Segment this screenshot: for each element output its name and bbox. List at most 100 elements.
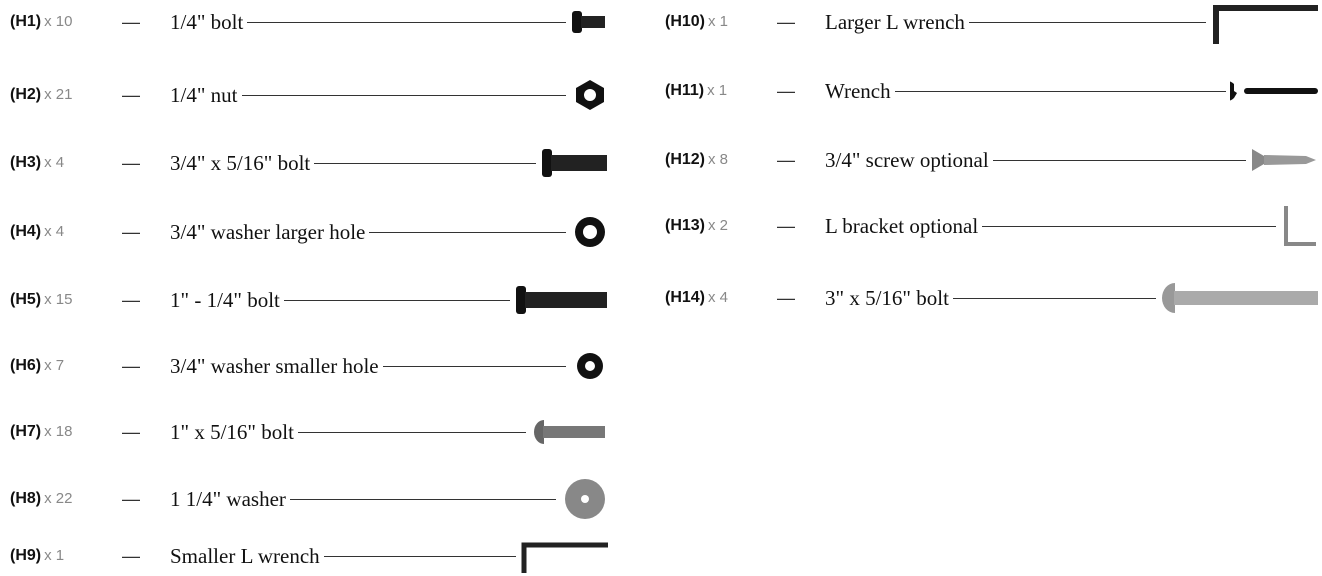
- separator: —: [777, 287, 795, 308]
- separator: —: [122, 152, 140, 173]
- part-desc: 1/4" nut: [170, 82, 238, 107]
- part-qty: x 22: [44, 490, 73, 507]
- separator: —: [777, 11, 795, 32]
- part-row: (H5) x 15—1" - 1/4" bolt: [10, 280, 610, 320]
- part-qty: x 10: [44, 13, 73, 30]
- bolt-icon: [534, 420, 605, 444]
- leader-line: [992, 159, 1246, 161]
- bolt-icon: [542, 149, 607, 177]
- leader-line: [369, 231, 566, 233]
- separator: —: [122, 545, 140, 566]
- part-label: (H14) x 4: [665, 289, 777, 307]
- part-label: (H4) x 4: [10, 223, 122, 241]
- part-label: (H10) x 1: [665, 13, 777, 31]
- part-label: (H6) x 7: [10, 357, 122, 375]
- part-id: (H3): [10, 154, 42, 171]
- part-id: (H13): [665, 217, 706, 234]
- leader-line: [247, 21, 566, 23]
- part-row: (H10) x 1— Larger L wrench: [665, 2, 1320, 44]
- part-qty: x 4: [708, 289, 729, 306]
- bolt-icon: [1162, 283, 1318, 313]
- part-desc: 3/4" screw optional: [825, 147, 989, 172]
- part-row: (H2) x 21—1/4" nut: [10, 75, 610, 115]
- part-desc: Larger L wrench: [825, 9, 965, 34]
- leader-line: [323, 555, 516, 557]
- part-qty: x 2: [708, 217, 729, 234]
- separator: —: [777, 149, 795, 170]
- part-label: (H11) x 1: [665, 82, 777, 100]
- separator: —: [122, 488, 140, 509]
- washer-icon: [577, 353, 603, 379]
- part-desc: 1/4" bolt: [170, 9, 244, 34]
- bolt-icon: [516, 286, 607, 314]
- leader-line: [894, 90, 1226, 92]
- part-label: (H2) x 21: [10, 86, 122, 104]
- part-desc: 3/4" washer larger hole: [170, 219, 366, 244]
- l-wrench-icon: [1213, 5, 1318, 44]
- part-label: (H3) x 4: [10, 154, 122, 172]
- part-label: (H7) x 18: [10, 423, 122, 441]
- part-row: (H3) x 4—3/4" x 5/16" bolt: [10, 143, 610, 183]
- part-qty: x 18: [44, 423, 73, 440]
- part-id: (H14): [665, 289, 706, 306]
- part-row: (H12) x 8—3/4" screw optional: [665, 140, 1320, 180]
- part-qty: x 4: [44, 154, 65, 171]
- separator: —: [122, 84, 140, 105]
- part-desc: Smaller L wrench: [170, 543, 320, 568]
- separator: —: [777, 215, 795, 236]
- washer-icon: [565, 479, 605, 519]
- part-label: (H1) x 10: [10, 13, 122, 31]
- leader-line: [314, 162, 536, 164]
- part-row: (H8) x 22—1 1/4" washer: [10, 479, 610, 519]
- leader-line: [283, 299, 510, 301]
- part-label: (H8) x 22: [10, 490, 122, 508]
- l-wrench-icon: [521, 542, 608, 573]
- part-desc: 3/4" washer smaller hole: [170, 353, 379, 378]
- part-qty: x 1: [44, 547, 65, 564]
- part-label: (H13) x 2: [665, 217, 777, 235]
- separator: —: [122, 11, 140, 32]
- leader-line: [982, 225, 1276, 227]
- part-id: (H4): [10, 223, 42, 240]
- part-label: (H12) x 8: [665, 151, 777, 169]
- part-qty: x 7: [44, 357, 65, 374]
- part-qty: x 8: [708, 151, 729, 168]
- washer-icon: [575, 217, 605, 247]
- separator: —: [122, 421, 140, 442]
- separator: —: [122, 221, 140, 242]
- separator: —: [122, 289, 140, 310]
- part-id: (H6): [10, 357, 42, 374]
- part-label: (H5) x 15: [10, 291, 122, 309]
- screw-icon: [1252, 149, 1316, 171]
- part-id: (H12): [665, 151, 706, 168]
- nut-icon: [576, 80, 604, 110]
- part-desc: 1 1/4" washer: [170, 486, 286, 511]
- leader-line: [289, 498, 556, 500]
- leader-line: [952, 297, 1156, 299]
- part-qty: x 4: [44, 223, 65, 240]
- part-desc: 3" x 5/16" bolt: [825, 285, 949, 310]
- part-id: (H8): [10, 490, 42, 507]
- part-row: (H13) x 2— L bracket optional: [665, 206, 1320, 246]
- part-id: (H1): [10, 13, 42, 30]
- part-qty: x 1: [708, 13, 729, 30]
- part-row: (H14) x 4—3" x 5/16" bolt: [665, 278, 1320, 318]
- part-desc: Wrench: [825, 78, 891, 103]
- part-row: (H11) x 1— Wrench: [665, 71, 1320, 111]
- separator: —: [777, 80, 795, 101]
- bracket-icon: [1284, 206, 1316, 246]
- part-desc: 1" x 5/16" bolt: [170, 419, 294, 444]
- part-desc: 3/4" x 5/16" bolt: [170, 150, 311, 175]
- part-id: (H2): [10, 86, 42, 103]
- part-qty: x 15: [44, 291, 73, 308]
- leader-line: [382, 365, 566, 367]
- part-row: (H7) x 18— 1" x 5/16" bolt: [10, 412, 610, 452]
- part-row: (H6) x 7—3/4" washer smaller hole: [10, 346, 610, 386]
- separator: —: [122, 355, 140, 376]
- part-label: (H9) x 1: [10, 547, 122, 565]
- part-row: (H4) x 4—3/4" washer larger hole: [10, 212, 610, 252]
- bolt-icon: [572, 11, 605, 33]
- leader-line: [241, 94, 566, 96]
- part-qty: x 21: [44, 86, 73, 103]
- part-id: (H10): [665, 13, 706, 30]
